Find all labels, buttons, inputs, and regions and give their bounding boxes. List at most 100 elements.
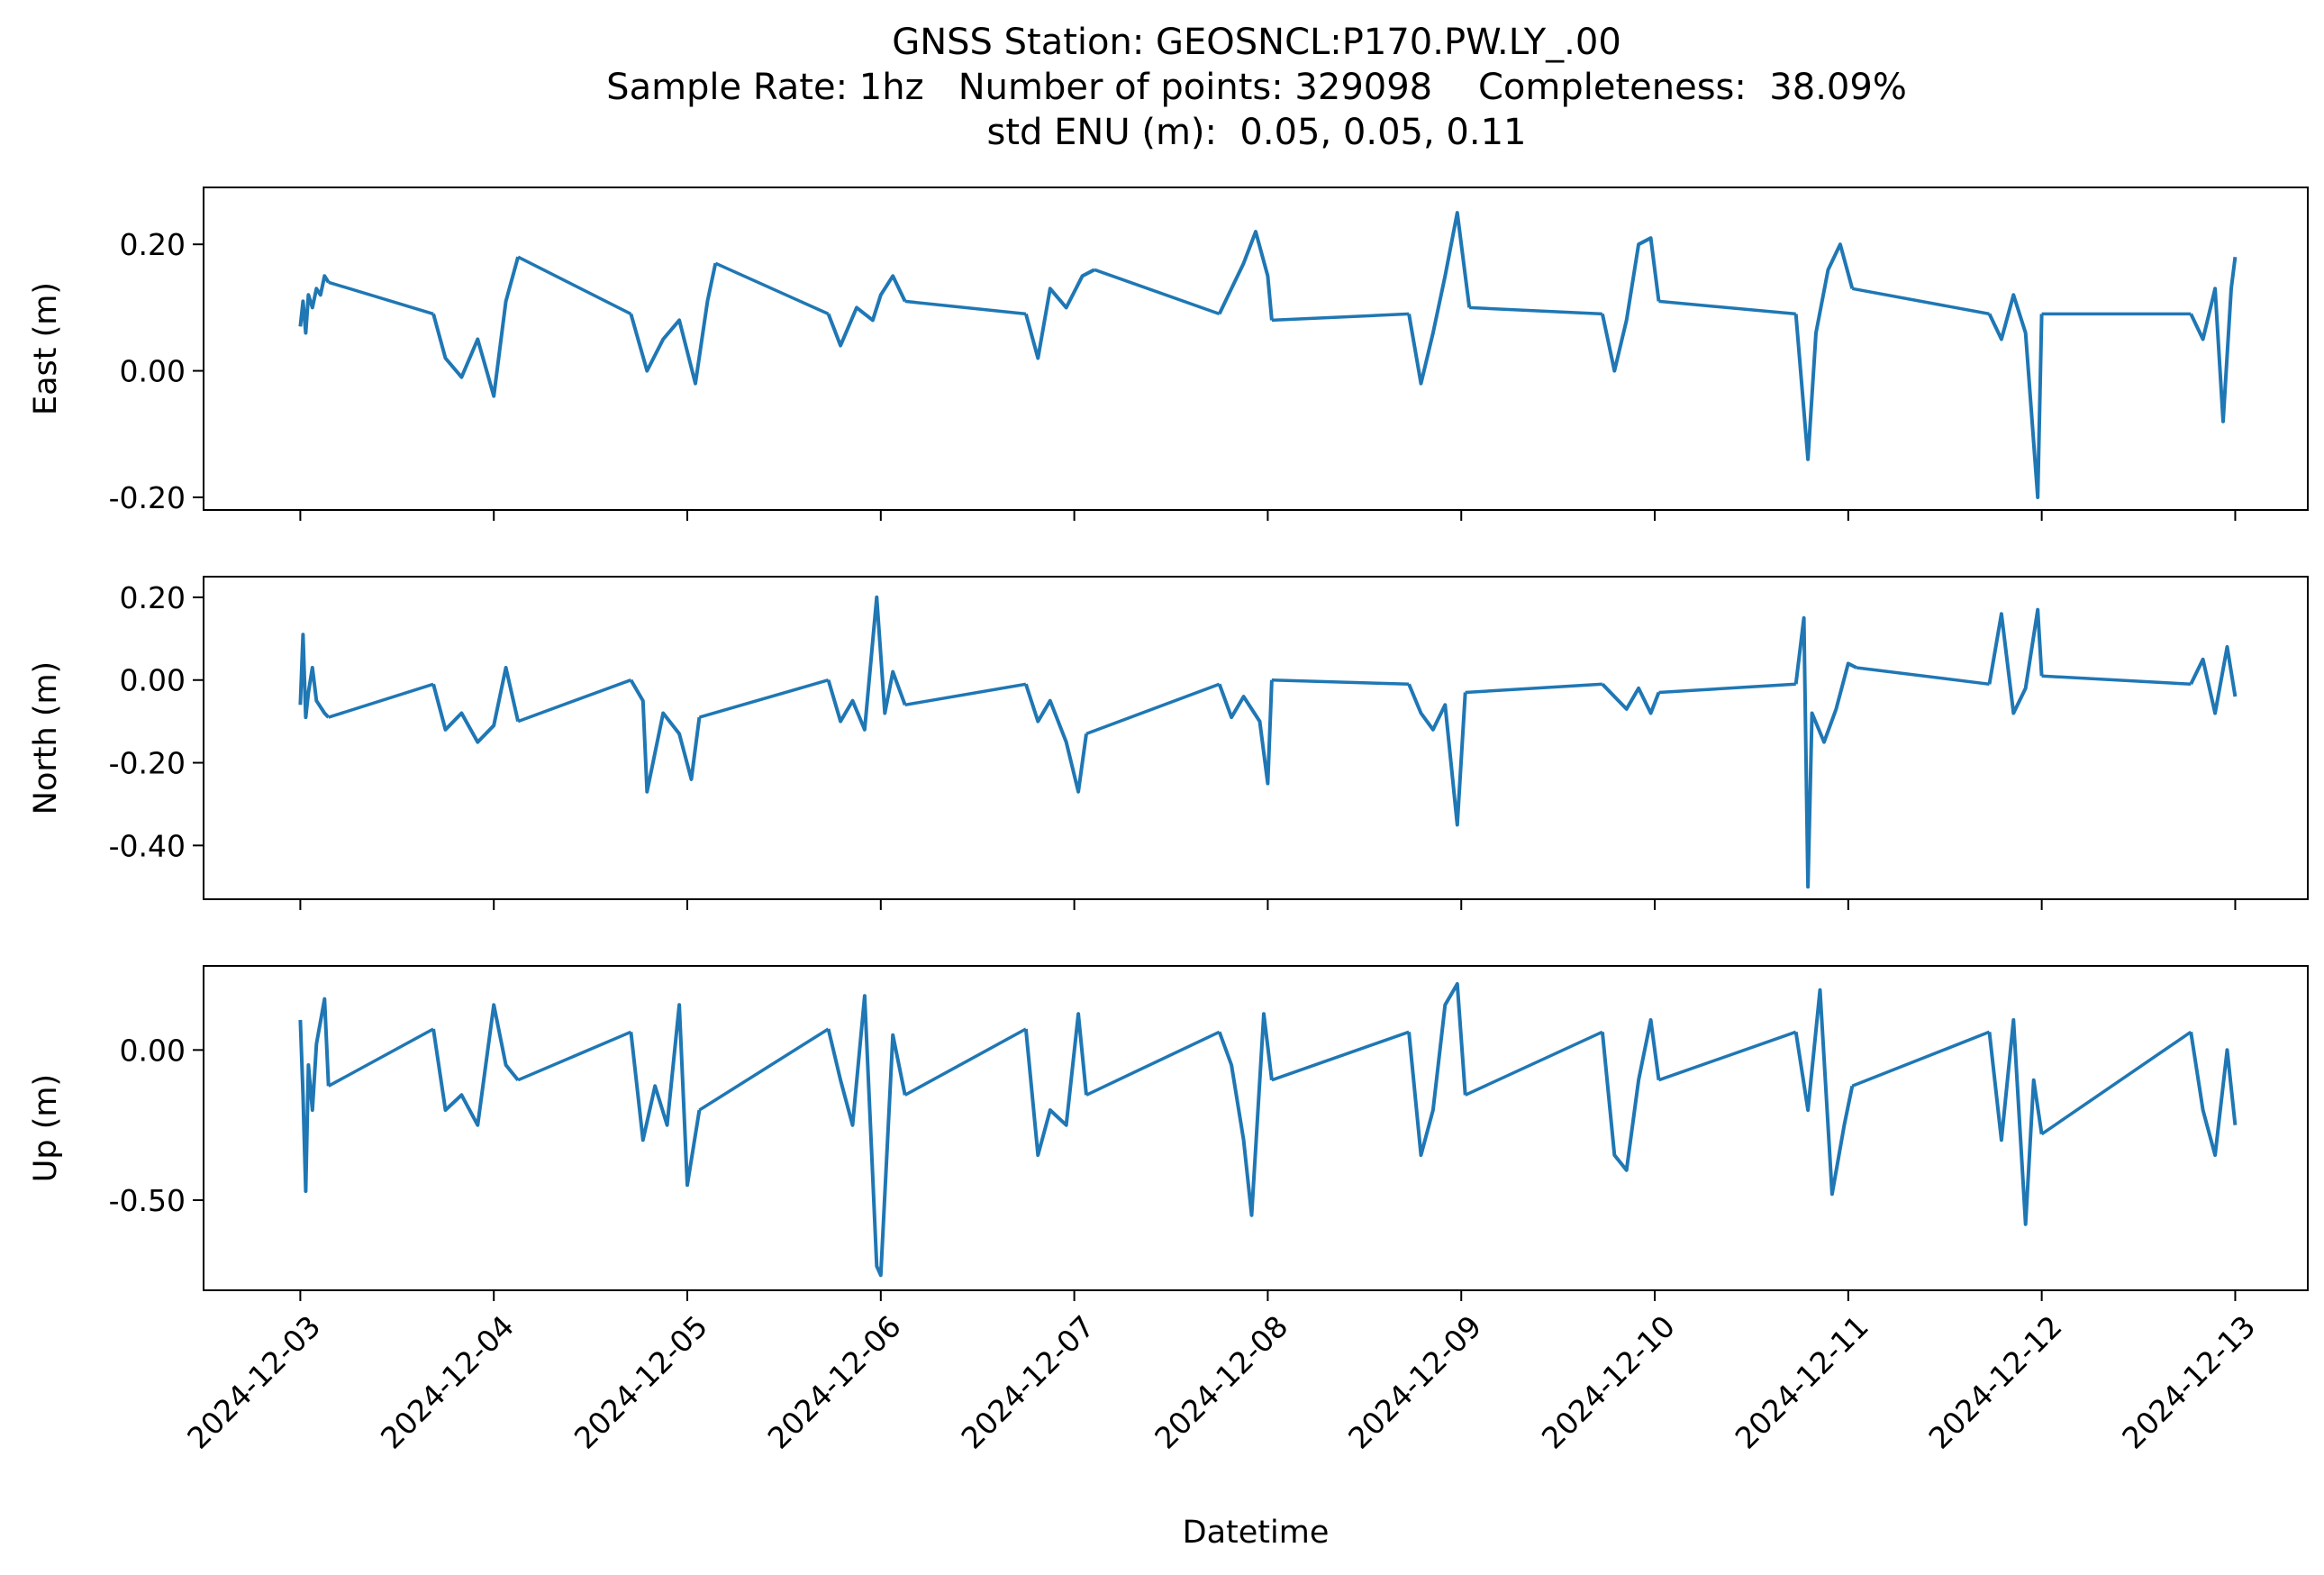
series-segment-9 bbox=[1793, 242, 1855, 461]
panel-2: 0.20 0.00 -0.20 -0.40 North (m) bbox=[28, 576, 2309, 910]
gap-connector-line bbox=[714, 261, 830, 315]
series-segment-1 bbox=[298, 274, 331, 335]
x-tick-label: 2024-12-03 bbox=[180, 1308, 327, 1455]
series-segment-9 bbox=[1793, 615, 1857, 889]
gap-connector-line bbox=[1085, 682, 1221, 736]
gap-connector-line bbox=[903, 1027, 1027, 1097]
gap-connector-line bbox=[1271, 678, 1410, 687]
gap-connector-line bbox=[904, 682, 1027, 707]
gap-connector-line bbox=[1464, 1030, 1603, 1097]
series-segment-7 bbox=[1407, 683, 1467, 827]
series-segment-11 bbox=[2189, 1031, 2238, 1157]
title-line-sample-rate: Sample Rate: 1hz Number of points: 32909… bbox=[606, 67, 1907, 108]
series-segment-9 bbox=[1793, 988, 1855, 1197]
gap-connector-line bbox=[517, 678, 632, 724]
series-segment-10 bbox=[1987, 1018, 2044, 1226]
x-tick-label: 2024-12-07 bbox=[954, 1308, 1101, 1455]
series-segment-4 bbox=[826, 274, 907, 348]
gap-connector-line bbox=[1465, 682, 1603, 695]
series-segment-5 bbox=[1023, 1012, 1088, 1157]
series-segment-3 bbox=[629, 678, 702, 794]
series-segment-8 bbox=[1601, 682, 1661, 715]
panel-1: 0.20 0.00 -0.20 East (m) bbox=[28, 187, 2309, 521]
series-segment-10 bbox=[1987, 293, 2044, 499]
gap-connector-line bbox=[328, 280, 434, 316]
gap-connector-line bbox=[1271, 312, 1410, 323]
y-tick-label: 0.20 bbox=[120, 580, 186, 615]
y-tick-label: 0.00 bbox=[120, 1033, 186, 1068]
series-segment-6 bbox=[1217, 1012, 1274, 1217]
gap-connector-line bbox=[1658, 299, 1796, 316]
gap-connector-line bbox=[1085, 1030, 1221, 1097]
panels-group: 0.20 0.00 -0.20 East (m) 0.20 0.00 -0.20 -0.40 N… bbox=[28, 187, 2309, 1456]
series-segment-1 bbox=[298, 997, 331, 1193]
panel-frame bbox=[203, 576, 2309, 900]
gap-connector-line bbox=[698, 1027, 830, 1112]
series-segment-7 bbox=[1407, 211, 1472, 386]
gap-connector-line bbox=[698, 678, 830, 719]
series-segment-3 bbox=[629, 1003, 702, 1188]
y-tick-label: -0.50 bbox=[109, 1183, 186, 1218]
series-segment-4 bbox=[826, 994, 907, 1278]
series-segment-3 bbox=[629, 262, 718, 386]
gap-connector-line bbox=[1657, 1030, 1797, 1082]
series-segment-11 bbox=[2189, 645, 2238, 715]
x-tick-label: 2024-12-08 bbox=[1148, 1308, 1294, 1455]
panel-3: 0.00 -0.50 Up (m) 2024-12-03 2024-12-04 2024-… bbox=[28, 965, 2309, 1456]
series-segment-5 bbox=[1023, 268, 1095, 360]
series-segment-1 bbox=[298, 633, 331, 720]
y-tick-label: 0.00 bbox=[120, 663, 186, 698]
y-tick-label: -0.20 bbox=[109, 480, 186, 515]
title-line-std-enu: std ENU (m): 0.05, 0.05, 0.11 bbox=[986, 112, 1527, 153]
gap-connector-line bbox=[2041, 674, 2192, 687]
x-tick-label: 2024-12-09 bbox=[1341, 1308, 1488, 1455]
series-segment-6 bbox=[1217, 230, 1274, 321]
gap-connector-line bbox=[1469, 305, 1602, 316]
x-tick-label: 2024-12-13 bbox=[2115, 1308, 2262, 1455]
y-axis-label: East (m) bbox=[28, 282, 64, 415]
x-tick-label: 2024-12-10 bbox=[1535, 1308, 1682, 1455]
x-tick-label: 2024-12-12 bbox=[1921, 1308, 2068, 1455]
panel-frame bbox=[203, 965, 2309, 1291]
series-segment-8 bbox=[1600, 236, 1661, 373]
y-tick-label: 0.00 bbox=[120, 354, 186, 389]
series-group bbox=[298, 595, 2238, 889]
series-segment-2 bbox=[431, 1003, 520, 1127]
y-tick-label: 0.20 bbox=[120, 227, 186, 262]
y-tick-label: -0.20 bbox=[109, 746, 186, 781]
series-segment-2 bbox=[431, 666, 521, 744]
series-segment-7 bbox=[1407, 982, 1467, 1157]
series-segment-2 bbox=[431, 256, 521, 398]
series-segment-6 bbox=[1217, 679, 1274, 786]
x-axis-label: Datetime bbox=[1183, 1515, 1330, 1551]
gap-connector-line bbox=[2040, 1030, 2192, 1136]
x-tick-label: 2024-12-04 bbox=[374, 1308, 521, 1455]
panel-frame bbox=[203, 187, 2309, 511]
gap-connector-line bbox=[1856, 666, 1990, 687]
gap-connector-line bbox=[517, 1030, 632, 1082]
series-group bbox=[298, 211, 2238, 499]
gap-connector-line bbox=[1094, 268, 1221, 316]
series-segment-5 bbox=[1023, 683, 1088, 794]
series-segment-10 bbox=[1987, 607, 2044, 715]
x-tick-label: 2024-12-06 bbox=[761, 1308, 908, 1455]
x-tick-label: 2024-12-05 bbox=[567, 1308, 714, 1455]
gap-connector-line bbox=[517, 255, 632, 315]
gap-connector-line bbox=[1851, 287, 1990, 316]
series-group bbox=[298, 982, 2238, 1278]
y-axis-label: Up (m) bbox=[28, 1074, 64, 1182]
gap-connector-line bbox=[1271, 1030, 1410, 1082]
gap-connector-line bbox=[328, 682, 434, 719]
x-tick-label: 2024-12-11 bbox=[1729, 1308, 1875, 1455]
gap-connector-line bbox=[1851, 1030, 1991, 1088]
series-segment-8 bbox=[1600, 1018, 1661, 1172]
gap-connector-line bbox=[904, 299, 1027, 316]
gap-connector-line bbox=[327, 1027, 434, 1088]
series-segment-11 bbox=[2189, 256, 2238, 423]
gap-connector-line bbox=[1658, 682, 1796, 695]
chart-title: GNSS Station: GEOSNCL:P170.PW.LY_.00 Sam… bbox=[0, 20, 2324, 155]
y-tick-label: -0.40 bbox=[109, 828, 186, 863]
series-segment-4 bbox=[826, 595, 907, 732]
title-line-station: GNSS Station: GEOSNCL:P170.PW.LY_.00 bbox=[892, 22, 1621, 63]
